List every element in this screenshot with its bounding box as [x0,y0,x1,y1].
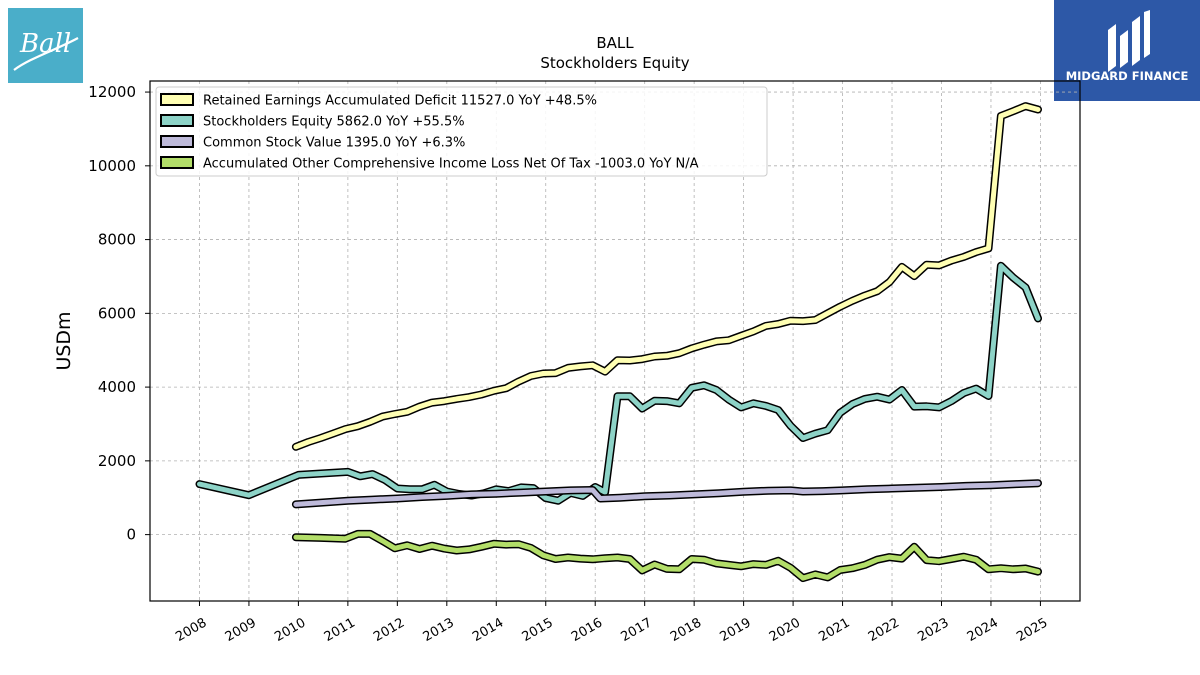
legend-swatch [160,135,194,148]
x-tick-label: 2011 [322,615,358,645]
x-tick-label: 2025 [1014,615,1050,645]
legend-swatch [160,93,194,106]
y-tick-label: 8000 [98,231,136,249]
y-tick-label: 2000 [98,452,136,470]
y-axis-label: USDm [53,311,75,370]
series-layer [195,102,1042,583]
y-tick-label: 12000 [88,83,136,101]
legend-swatch [160,156,194,169]
legend-box [155,86,768,177]
x-tick-label: 2016 [569,615,605,645]
series-line [197,263,1041,504]
series-line-outline [291,529,1042,583]
x-tick-label: 2023 [915,615,951,645]
ball-logo: Ball [8,8,83,83]
series-line [293,103,1041,450]
x-tick-label: 2020 [767,615,803,645]
legend-swatch [160,114,194,127]
series-1 [291,102,1042,451]
legend-entry: Accumulated Other Comprehensive Income L… [203,157,699,172]
x-tick-label: 2013 [421,615,457,645]
x-tick-label: 2012 [371,615,407,645]
y-axis: 0 2000 4000 6000 8000 10000 12000 [88,83,150,544]
series-3 [291,479,1042,509]
legend-entry: Stockholders Equity 5862.0 YoY +55.5% [203,115,465,130]
y-tick-label: 4000 [98,378,136,396]
y-tick-label: 0 [126,526,136,544]
y-tick-label: 6000 [98,304,136,322]
x-tick-label: 2010 [272,615,308,645]
ball-logo-background [8,8,83,83]
legend-entry: Retained Earnings Accumulated Deficit 11… [203,94,597,109]
plot-frame [149,80,1081,602]
x-axis: 2008 2009 2010 2011 2012 2013 2014 2015 2016 2017… [173,601,1050,645]
y-tick-label: 10000 [88,157,136,175]
midgard-logo-text: MIDGARD FINANCE [1066,69,1189,83]
chart-title: BALL [596,34,634,52]
x-tick-label: 2017 [619,615,655,645]
ball-logo-text: Ball [19,29,71,59]
midgard-logo-mark [1108,10,1150,72]
chart-subtitle: Stockholders Equity [540,54,689,72]
x-tick-label: 2019 [717,615,753,645]
x-tick-label: 2024 [965,615,1001,645]
x-tick-label: 2009 [223,615,259,645]
series-4 [291,529,1042,583]
midgard-finance-logo: MIDGARD FINANCE [1054,0,1200,101]
ball-logo-swoosh [13,37,79,71]
x-tick-label: 2008 [173,615,209,645]
series-line [293,480,1041,507]
series-line [293,531,1041,581]
x-tick-label: 2015 [520,615,556,645]
x-tick-label: 2018 [668,615,704,645]
series-line-outline [195,261,1042,505]
legend: Retained Earnings Accumulated Deficit 11… [155,86,768,177]
legend-entry: Common Stock Value 1395.0 YoY +6.3% [203,136,465,151]
x-tick-label: 2022 [866,615,902,645]
series-2 [195,261,1042,505]
x-tick-label: 2021 [816,615,852,645]
x-tick-label: 2014 [470,615,506,645]
